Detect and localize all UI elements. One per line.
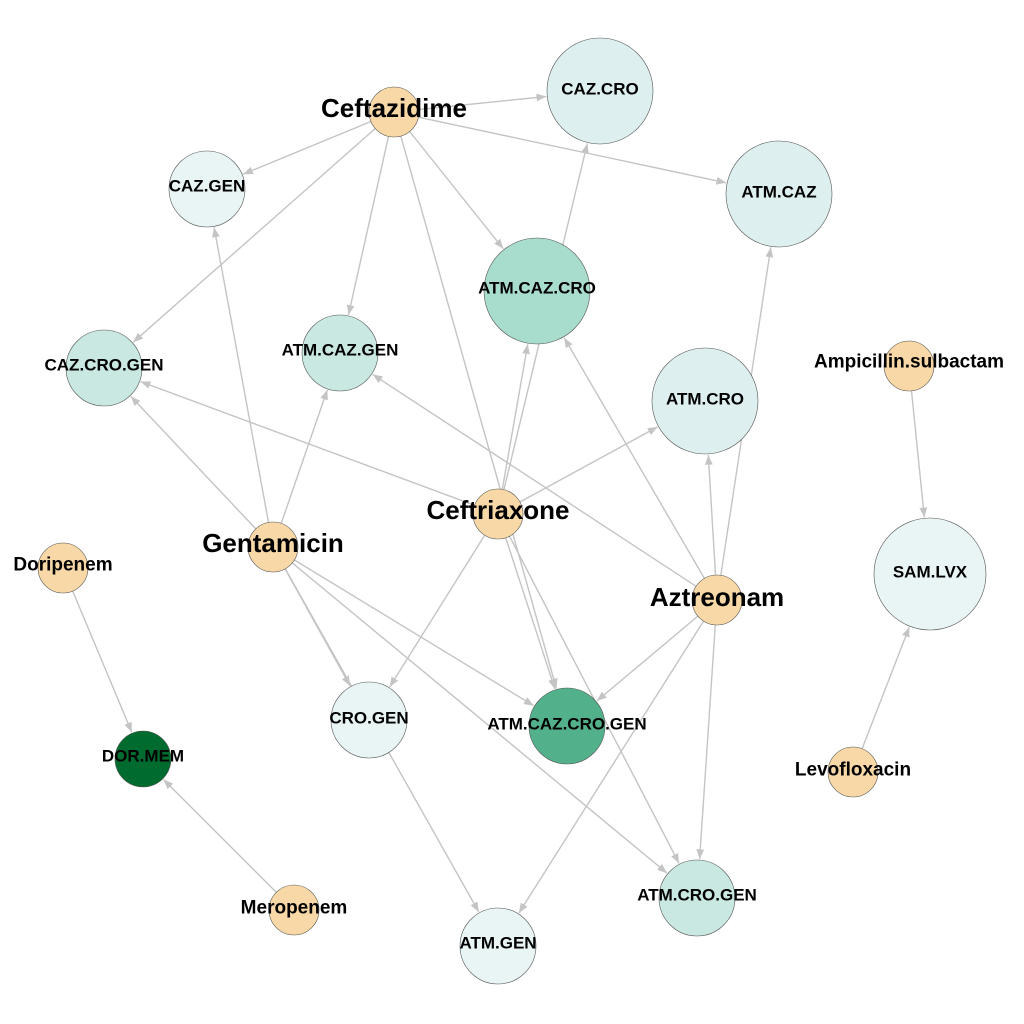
edge-ceftriaxone-to-atm-cro [519, 426, 658, 503]
node-label-atm-gen: ATM.GEN [459, 934, 536, 953]
edge-gentamicin-to-atm-caz-gen [280, 389, 328, 524]
node-label-ampicillin-sulbactam: Ampicillin.sulbactam [814, 352, 1004, 373]
node-aztreonam: Aztreonam [650, 574, 784, 626]
node-atm-cro: ATM.CRO [651, 347, 759, 455]
node-cro-gen: CRO.GEN [329, 681, 409, 759]
node-circle-ceftriaxone [472, 488, 524, 540]
edge-ceftazidime-to-caz-cro [418, 93, 547, 111]
edge-ceftazidime-to-caz-gen [242, 120, 372, 175]
node-atm-cro-gen: ATM.CRO.GEN [637, 859, 757, 937]
node-label-atm-caz-cro: ATM.CAZ.CRO [478, 279, 596, 298]
node-atm-caz-cro: ATM.CAZ.CRO [478, 237, 596, 345]
node-circle-levofloxacin [827, 746, 879, 798]
node-label-atm-caz: ATM.CAZ [741, 183, 816, 202]
edge-aztreonam-to-atm-cro [704, 454, 717, 576]
edge-ceftriaxone-to-caz-cro-gen [140, 380, 475, 506]
node-circle-aztreonam [691, 574, 743, 626]
edge-aztreonam-to-atm-caz-cro-gen [596, 615, 699, 702]
edge-levofloxacin-to-sam-lvx [861, 626, 910, 749]
edge-ceftriaxone-to-atm-caz-cro-gen [505, 537, 556, 690]
node-atm-gen: ATM.GEN [459, 907, 537, 985]
node-label-ceftazidime: Ceftazidime [321, 93, 467, 123]
edge-aztreonam-to-atm-gen [518, 620, 705, 914]
node-label-atm-caz-cro-gen: ATM.CAZ.CRO.GEN [487, 715, 646, 734]
node-doripenem: Doripenem [13, 542, 113, 594]
node-gentamicin: Gentamicin [202, 521, 344, 573]
node-circle-meropenem [268, 884, 320, 936]
node-circle-sam-lvx [873, 517, 987, 631]
edge-gentamicin-to-atm-cro-gen [291, 562, 668, 874]
node-circle-ceftazidime [368, 86, 420, 138]
edge-ceftriaxone-to-cro-gen [389, 534, 486, 688]
node-circle-atm-cro [651, 347, 759, 455]
node-label-doripenem: Doripenem [13, 555, 112, 576]
node-dor-mem: DOR.MEM [102, 730, 184, 788]
node-circle-atm-caz-cro-gen [528, 687, 606, 765]
node-circle-atm-caz [725, 140, 833, 248]
node-label-atm-cro: ATM.CRO [666, 390, 744, 409]
node-caz-gen: CAZ.GEN [168, 150, 246, 228]
edge-ceftazidime-to-atm-caz-cro-gen [400, 135, 558, 689]
edge-meropenem-to-dor-mem [163, 779, 277, 893]
node-ampicillin-sulbactam: Ampicillin.sulbactam [814, 340, 1004, 392]
node-ceftriaxone: Ceftriaxone [426, 488, 570, 540]
node-circle-caz-cro-gen [65, 329, 143, 407]
node-label-atm-caz-gen: ATM.CAZ.GEN [282, 341, 399, 360]
edge-doripenem-to-dor-mem [72, 590, 133, 733]
node-label-levofloxacin: Levofloxacin [795, 760, 911, 781]
node-label-dor-mem: DOR.MEM [102, 747, 184, 766]
node-meropenem: Meropenem [241, 884, 348, 936]
node-ceftazidime: Ceftazidime [321, 86, 467, 138]
edge-ceftazidime-to-atm-caz-cro [409, 131, 504, 250]
node-circle-dor-mem [114, 730, 172, 788]
node-circle-atm-caz-gen [301, 314, 379, 392]
edge-ceftriaxone-to-atm-caz-cro [501, 344, 530, 490]
node-circle-caz-gen [168, 150, 246, 228]
nodes-layer: Ceftazidime Ceftriaxone Gentamicin Aztreona… [13, 37, 1004, 985]
edge-gentamicin-to-atm-caz-cro-gen [294, 559, 535, 707]
edge-ceftazidime-to-caz-cro-gen [132, 127, 376, 343]
edge-aztreonam-to-atm-cro-gen [696, 624, 716, 860]
node-label-caz-gen: CAZ.GEN [169, 177, 246, 196]
node-label-gentamicin: Gentamicin [202, 528, 344, 558]
node-circle-atm-cro-gen [658, 859, 736, 937]
node-label-ceftriaxone: Ceftriaxone [426, 495, 569, 525]
node-label-caz-cro: CAZ.CRO [561, 80, 638, 99]
node-circle-cro-gen [330, 681, 408, 759]
edge-gentamicin-to-caz-gen [212, 227, 270, 523]
edge-ceftazidime-to-atm-caz [418, 116, 727, 185]
edge-ceftazidime-to-atm-caz-gen [346, 136, 390, 316]
node-circle-doripenem [37, 542, 89, 594]
node-levofloxacin: Levofloxacin [795, 746, 911, 798]
node-circle-atm-caz-cro [483, 237, 591, 345]
node-atm-caz-cro-gen: ATM.CAZ.CRO.GEN [487, 687, 647, 765]
node-caz-cro: CAZ.CRO [546, 37, 654, 145]
node-label-sam-lvx: SAM.LVX [893, 563, 968, 582]
node-label-meropenem: Meropenem [241, 898, 348, 919]
edge-aztreonam-to-atm-caz-cro [563, 337, 706, 579]
edge-gentamicin-to-caz-cro-gen [130, 395, 257, 530]
node-circle-atm-gen [459, 907, 537, 985]
edge-aztreonam-to-atm-caz-gen [372, 373, 697, 587]
edge-ampicillin-sulbactam-to-sam-lvx [910, 390, 928, 518]
node-circle-gentamicin [247, 521, 299, 573]
node-atm-caz-gen: ATM.CAZ.GEN [282, 314, 399, 392]
node-circle-caz-cro [546, 37, 654, 145]
node-atm-caz: ATM.CAZ [725, 140, 833, 248]
node-circle-ampicillin-sulbactam [883, 340, 935, 392]
node-label-atm-cro-gen: ATM.CRO.GEN [637, 886, 757, 905]
node-caz-cro-gen: CAZ.CRO.GEN [45, 329, 164, 407]
node-sam-lvx: SAM.LVX [873, 517, 987, 631]
node-label-caz-cro-gen: CAZ.CRO.GEN [45, 356, 164, 375]
node-label-cro-gen: CRO.GEN [329, 709, 408, 728]
node-label-aztreonam: Aztreonam [650, 582, 784, 612]
